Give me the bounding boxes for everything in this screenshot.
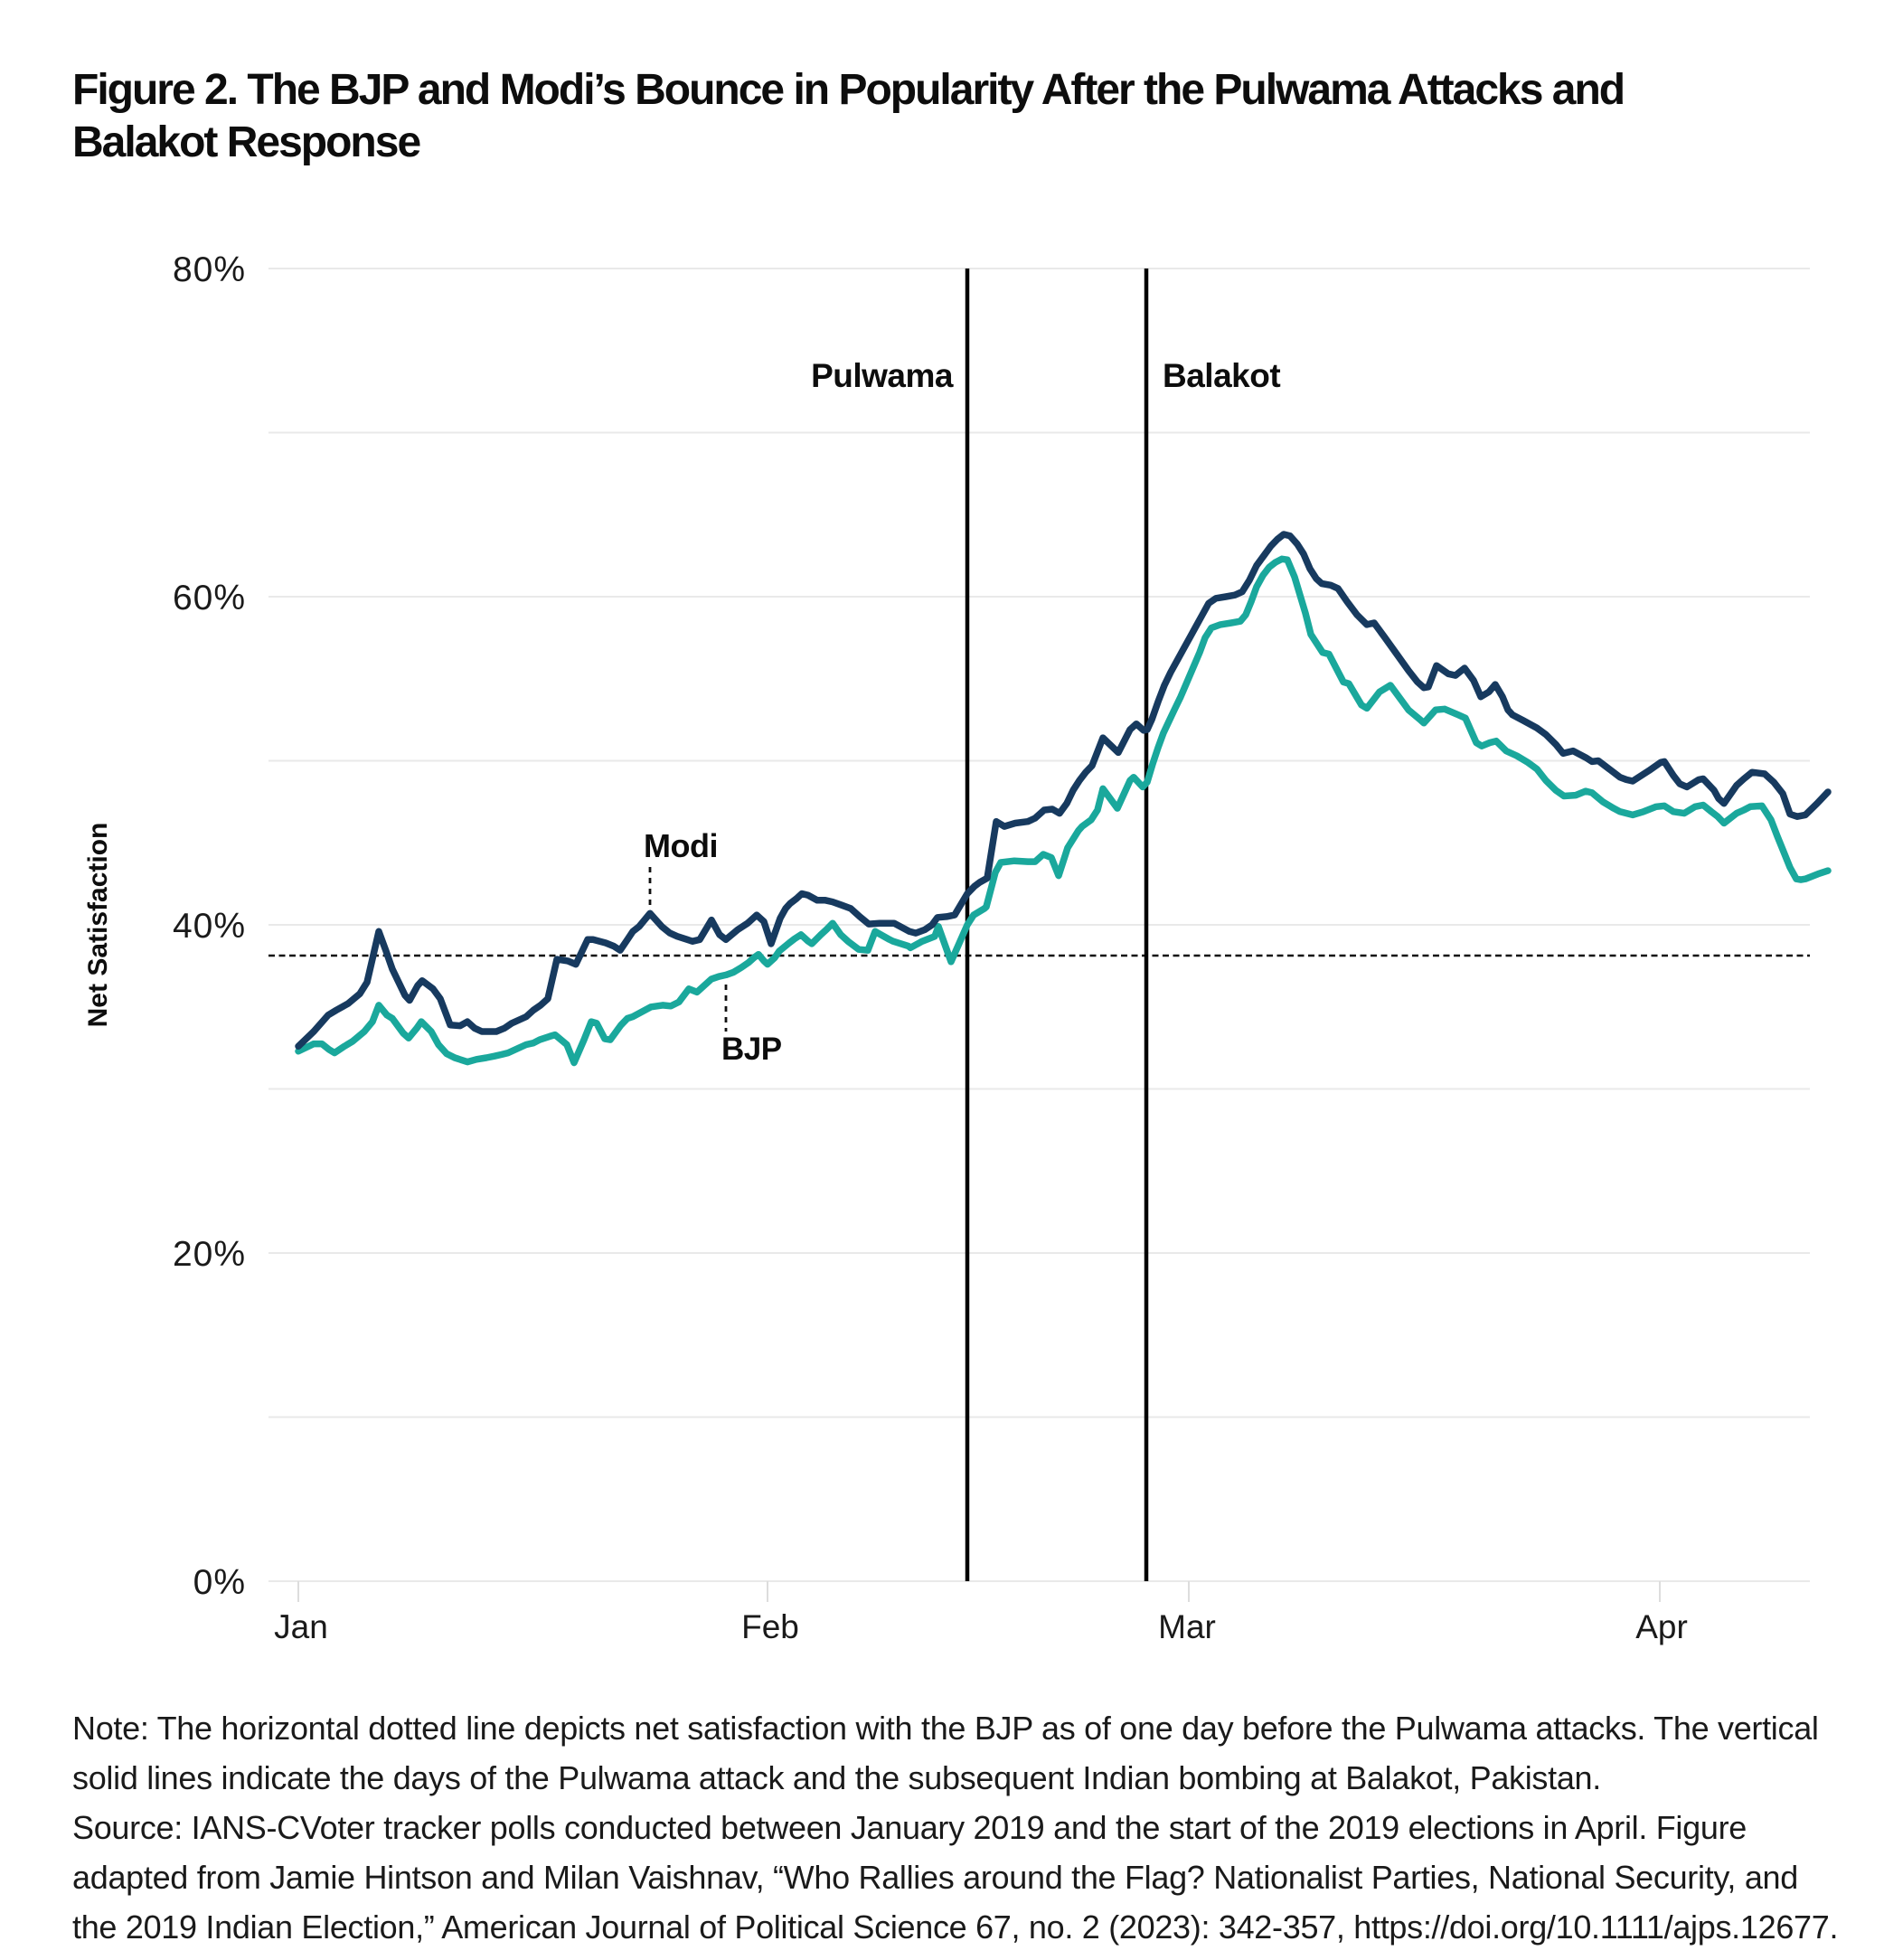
svg-text:Modi: Modi [644,827,718,864]
svg-text:Jan: Jan [274,1608,328,1645]
svg-text:BJP: BJP [721,1032,782,1067]
svg-text:20%: 20% [173,1235,246,1274]
svg-text:Apr: Apr [1635,1608,1688,1645]
svg-text:0%: 0% [193,1563,246,1602]
svg-text:60%: 60% [173,579,246,617]
svg-text:40%: 40% [173,907,246,946]
svg-text:Net Satisfaction: Net Satisfaction [83,823,113,1028]
svg-text:Pulwama: Pulwama [811,357,954,394]
svg-text:Mar: Mar [1158,1608,1216,1645]
svg-text:Balakot: Balakot [1163,357,1280,394]
svg-text:80%: 80% [173,250,246,289]
svg-text:Feb: Feb [741,1608,799,1645]
